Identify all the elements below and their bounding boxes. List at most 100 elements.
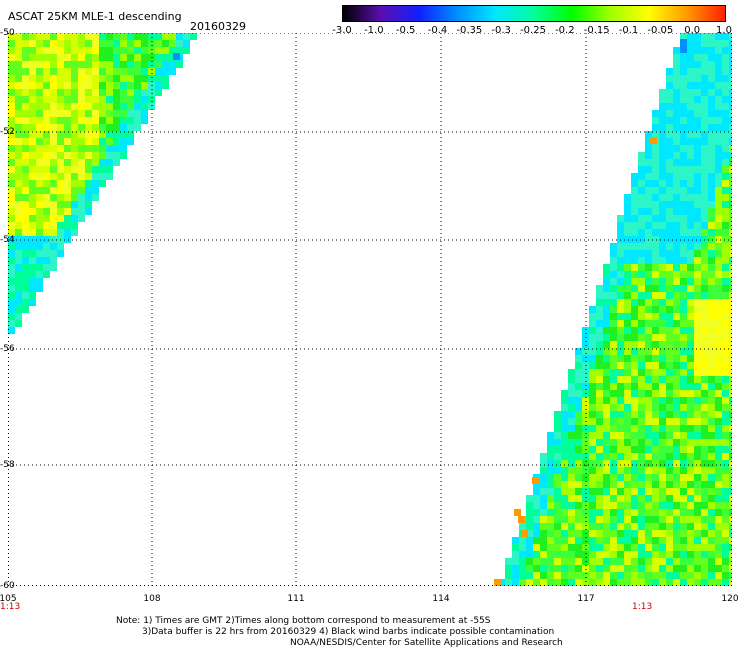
swath-cell [15,194,22,201]
swath-cell [43,243,50,250]
swath-cell [85,124,92,131]
swath-cell [729,418,732,425]
swath-cell [575,530,582,537]
swath-cell [680,257,687,264]
swath-cell [638,180,645,187]
swath-cell [701,488,708,495]
swath-cell [568,369,575,376]
swath-cell [36,201,43,208]
swath-cell [708,348,715,355]
swath-cell [659,355,666,362]
swath-cell [589,474,596,481]
swath-cell [15,173,22,180]
swath-cell [568,460,575,467]
swath-cell [659,229,666,236]
swath-cell [36,159,43,166]
swath-cell [624,446,631,453]
swath-cell [645,362,652,369]
swath-cell [687,537,694,544]
swath-cell [554,523,561,530]
swath-cell [652,243,659,250]
swath-cell [673,96,680,103]
swath-cell [638,558,645,565]
swath-cell [729,327,732,334]
swath-cell [617,551,624,558]
swath-cell [708,47,715,54]
swath-cell [708,383,715,390]
swath-cell [708,75,715,82]
swath-cell [638,299,645,306]
swath-cell [680,68,687,75]
swath-cell [64,103,71,110]
swath-cell [708,124,715,131]
swath-cell [568,537,575,544]
swath-cell [99,124,106,131]
swath-cell [645,348,652,355]
swath-cell [708,453,715,460]
swath-cell [687,166,694,173]
swath-cell [113,33,120,40]
swath-cell [687,222,694,229]
swath-cell [610,558,617,565]
swath-cell [603,446,610,453]
swath-cell [50,152,57,159]
swath-cell [50,187,57,194]
swath-cell [57,96,64,103]
swath-cell [568,502,575,509]
swath-cell [99,75,106,82]
swath-cell [645,439,652,446]
swath-cell [589,327,596,334]
swath-cell [596,516,603,523]
swath-cell [638,229,645,236]
swath-cell [57,187,64,194]
swath-cell [64,40,71,47]
swath-cell [701,215,708,222]
swath-cell [631,313,638,320]
swath-cell [596,376,603,383]
swath-cell [561,481,568,488]
swath-cell [715,187,722,194]
swath-cell [589,341,596,348]
swath-cell [701,530,708,537]
swath-cell [666,327,673,334]
swath-cell [561,467,568,474]
swath-cell [582,348,589,355]
swath-cell [652,201,659,208]
swath-cell [729,236,732,243]
swath-cell [78,110,85,117]
swath-cell [610,285,617,292]
swath-cell [729,467,732,474]
swath-cell [722,411,729,418]
swath-cell [610,502,617,509]
swath-cell [64,215,71,222]
swath-cell [617,369,624,376]
swath-cell [666,418,673,425]
swath-cell [589,306,596,313]
swath-cell [71,229,78,236]
swath-cell [617,467,624,474]
swath-cell [694,320,701,327]
swath-cell [722,117,729,124]
swath-cell [610,355,617,362]
swath-cell [638,453,645,460]
swath-cell [624,516,631,523]
swath-cell [582,537,589,544]
swath-cell [589,537,596,544]
swath-cell [666,530,673,537]
swath-cell [78,145,85,152]
swath-cell [687,61,694,68]
swath-cell [603,481,610,488]
swath-cell [645,474,652,481]
swath-cell [29,222,36,229]
swath-cell [617,306,624,313]
swath-cell [85,131,92,138]
swath-cell [155,47,162,54]
swath-cell [631,208,638,215]
swath-cell [673,544,680,551]
swath-cell [701,362,708,369]
swath-cell [666,488,673,495]
swath-cell [687,320,694,327]
swath-cell [15,96,22,103]
swath-cell [589,551,596,558]
swath-cell [666,257,673,264]
